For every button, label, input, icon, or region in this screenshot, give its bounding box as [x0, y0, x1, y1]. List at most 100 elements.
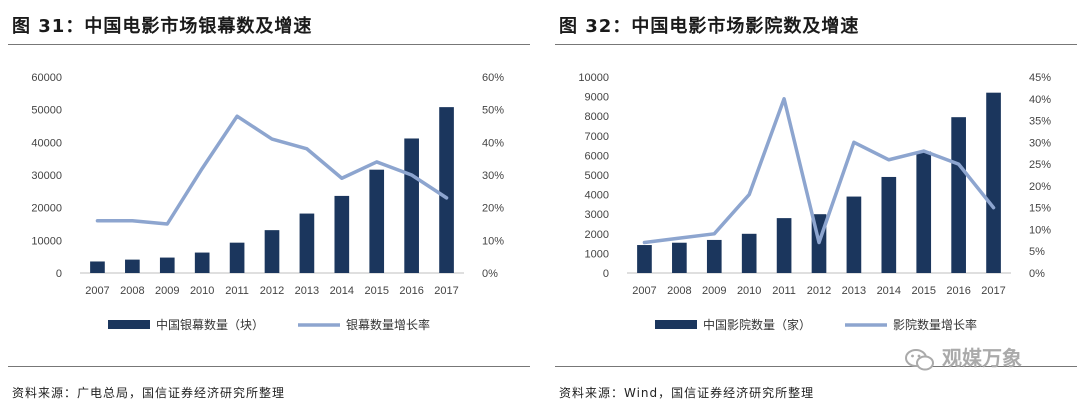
watermark-text: 观媒万象 — [941, 346, 1022, 370]
bar-2007 — [637, 245, 652, 273]
x-tick-label-2007: 2007 — [632, 285, 656, 297]
figure-31-title: 图 31：中国电影市场银幕数及增速 — [12, 16, 313, 37]
y-right-tick-label: 35% — [1029, 116, 1051, 128]
y-left-tick-label: 7000 — [585, 131, 609, 143]
y-right-tick-label: 5% — [1029, 246, 1045, 258]
x-tick-label-2012: 2012 — [807, 285, 831, 297]
bar-2008 — [125, 259, 140, 273]
y-right-tick-label: 10% — [482, 235, 504, 247]
x-tick-label-2007: 2007 — [85, 285, 109, 297]
title-divider — [555, 44, 1077, 45]
y-left-tick-label: 2000 — [585, 229, 609, 241]
bar-2011 — [229, 242, 245, 273]
y-right-tick-label: 25% — [1029, 159, 1051, 171]
x-tick-label-2014: 2014 — [877, 285, 901, 297]
cinema-count-chart: 0 1000 2000 3000 4000 5000 6000 7000 8000 9000 100… — [578, 72, 1051, 332]
y-right-tick-label: 40% — [1029, 94, 1051, 106]
y-left-tick-label: 40000 — [31, 137, 62, 149]
x-tick-label-2009: 2009 — [702, 285, 726, 297]
bar-2010 — [741, 233, 757, 273]
figure-31-source: 资料来源：广电总局，国信证券经济研究所整理 — [12, 386, 286, 400]
y-left-tick-label: 0 — [603, 268, 609, 280]
y-left-tick-label: 10000 — [578, 72, 609, 84]
figure-32-source: 资料来源：Wind，国信证券经济研究所整理 — [559, 386, 815, 400]
y-right-tick-label: 60% — [482, 72, 504, 84]
y-left-tick-label: 8000 — [585, 111, 609, 123]
growth-rate-line — [642, 97, 996, 245]
bar-2014 — [881, 176, 897, 273]
bar-2009 — [706, 239, 722, 273]
title-divider — [8, 44, 530, 45]
x-tick-label-2011: 2011 — [225, 285, 249, 297]
legend-bar-swatch — [108, 320, 150, 329]
y-right-tick-label: 10% — [1029, 224, 1051, 236]
screen-count-chart: 0 10000 20000 30000 40000 50000 60000 0% 10% 20% 3… — [31, 72, 504, 332]
y-left-tick-label: 1000 — [585, 248, 609, 260]
x-tick-label-2013: 2013 — [842, 285, 866, 297]
figure-31-panel: 图 31：中国电影市场银幕数及增速 0 10000 20000 30000 40000 5… — [8, 0, 530, 407]
wechat-icon — [905, 348, 934, 370]
y-right-tick-label: 40% — [482, 137, 504, 149]
y-right-tick-label: 0% — [1029, 268, 1045, 280]
y-left-tick-label: 6000 — [585, 150, 609, 162]
y-left-tick-label: 5000 — [585, 170, 609, 182]
growth-rate-line — [95, 114, 449, 226]
y-right-tick-label: 30% — [1029, 137, 1051, 149]
source-divider — [555, 366, 1077, 367]
y-left-tick-label: 4000 — [585, 190, 609, 202]
bar-2017 — [439, 107, 454, 273]
legend-line-label: 银幕数量增长率 — [346, 317, 430, 332]
x-tick-label-2013: 2013 — [295, 285, 319, 297]
x-tick-label-2010: 2010 — [737, 285, 761, 297]
y-left-tick-label: 9000 — [585, 92, 609, 104]
x-tick-label-2009: 2009 — [155, 285, 179, 297]
bar-2017 — [986, 92, 1001, 274]
x-tick-label-2012: 2012 — [260, 285, 284, 297]
y-left-tick-label: 3000 — [585, 209, 609, 221]
x-tick-label-2016: 2016 — [399, 285, 423, 297]
x-tick-label-2014: 2014 — [330, 285, 354, 297]
bar-2011 — [776, 218, 792, 273]
legend-bar-swatch — [655, 320, 697, 329]
y-left-tick-label: 50000 — [31, 105, 62, 117]
bar-2013 — [299, 213, 315, 273]
bar-2016 — [951, 117, 966, 274]
figure-32-title: 图 32：中国电影市场影院数及增速 — [559, 16, 860, 37]
x-tick-label-2017: 2017 — [434, 285, 458, 297]
x-tick-label-2016: 2016 — [946, 285, 970, 297]
bar-2015 — [916, 151, 932, 273]
bar-2016 — [404, 138, 419, 273]
bar-2008 — [672, 242, 687, 273]
bar-2007 — [90, 261, 105, 273]
watermark: 观媒万象 — [905, 342, 1022, 372]
y-left-tick-label: 60000 — [31, 72, 62, 84]
y-left-tick-label: 20000 — [31, 203, 62, 215]
legend-bar-label: 中国影院数量（家） — [703, 317, 811, 332]
x-tick-label-2011: 2011 — [772, 285, 796, 297]
y-right-tick-label: 0% — [482, 268, 498, 280]
bar-2012 — [264, 230, 280, 273]
y-left-tick-label: 0 — [56, 268, 62, 280]
legend-bar-label: 中国银幕数量（块） — [156, 317, 264, 332]
legend-line-label: 影院数量增长率 — [893, 317, 977, 332]
figure-32-panel: 图 32：中国电影市场影院数及增速 0 1000 2000 3000 4000 5000 6… — [555, 0, 1077, 407]
y-left-tick-label: 30000 — [31, 170, 62, 182]
y-left-tick-label: 10000 — [31, 235, 62, 247]
x-tick-label-2015: 2015 — [364, 285, 388, 297]
y-right-tick-label: 20% — [1029, 181, 1051, 193]
y-right-tick-label: 45% — [1029, 72, 1051, 84]
source-divider — [8, 366, 530, 367]
y-right-tick-label: 50% — [482, 105, 504, 117]
x-tick-label-2008: 2008 — [667, 285, 691, 297]
y-right-tick-label: 15% — [1029, 203, 1051, 215]
x-tick-label-2017: 2017 — [981, 285, 1005, 297]
bar-2010 — [194, 252, 210, 273]
bar-2014 — [334, 195, 350, 273]
bar-2009 — [159, 257, 175, 273]
y-right-tick-label: 20% — [482, 203, 504, 215]
bar-2013 — [846, 196, 862, 273]
x-tick-label-2010: 2010 — [190, 285, 214, 297]
bar-2015 — [369, 169, 385, 273]
y-right-tick-label: 30% — [482, 170, 504, 182]
x-tick-label-2015: 2015 — [911, 285, 935, 297]
